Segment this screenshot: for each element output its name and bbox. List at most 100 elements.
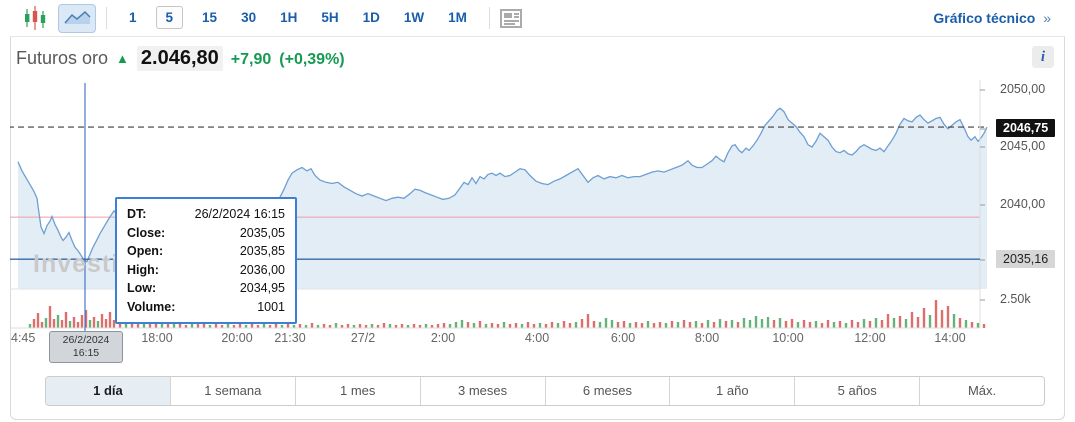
- interval-button-30[interactable]: 30: [241, 10, 257, 25]
- volume-bar: [718, 319, 722, 328]
- crosshair-price-badge: 2035,16: [996, 250, 1056, 268]
- volume-bar: [394, 325, 398, 328]
- period-tab-5-años[interactable]: 5 años: [795, 377, 921, 405]
- volume-bar: [568, 323, 572, 328]
- volume-bar: [44, 318, 48, 328]
- volume-bar: [388, 324, 392, 328]
- volume-bar: [76, 322, 80, 328]
- volume-bar: [898, 316, 902, 328]
- volume-bar: [226, 323, 230, 328]
- volume-bar: [628, 323, 632, 328]
- interval-button-1[interactable]: 1: [129, 10, 137, 25]
- interval-button-1H[interactable]: 1H: [280, 10, 298, 25]
- volume-bar: [538, 323, 542, 328]
- volume-bar: [652, 323, 656, 328]
- volume-bar: [754, 316, 758, 328]
- period-tab-3-meses[interactable]: 3 meses: [421, 377, 546, 405]
- volume-bar: [172, 324, 176, 328]
- period-tab-1-día[interactable]: 1 día: [46, 377, 171, 405]
- volume-bar: [592, 321, 596, 328]
- volume-bar: [460, 320, 464, 328]
- volume-bar: [580, 319, 584, 328]
- volume-bar: [934, 300, 938, 328]
- volume-bar: [466, 322, 470, 328]
- volume-bar: [760, 319, 764, 328]
- period-tab-1-mes[interactable]: 1 mes: [296, 377, 421, 405]
- period-tab-máx-[interactable]: Máx.: [967, 383, 997, 398]
- tooltip-label: DT:: [127, 207, 147, 221]
- volume-bar: [820, 323, 824, 328]
- price-axis-ticks: [980, 89, 985, 301]
- volume-bar: [148, 324, 152, 328]
- volume-bar: [352, 325, 356, 328]
- interval-button-1D[interactable]: 1D: [362, 10, 380, 25]
- volume-bar: [784, 321, 788, 328]
- tooltip-value: 2035,85: [239, 244, 285, 258]
- volume-bar: [574, 322, 578, 328]
- volume-bar: [808, 322, 812, 328]
- volume-bar: [442, 323, 446, 328]
- volume-bar: [646, 321, 650, 328]
- volume-bar: [268, 325, 272, 328]
- tooltip-value: 2034,95: [239, 281, 285, 295]
- volume-bar: [952, 314, 956, 328]
- time-axis-label: 6:00: [610, 331, 636, 345]
- interval-button-1W[interactable]: 1W: [403, 10, 425, 25]
- time-axis-label: 18:00: [141, 331, 173, 345]
- volume-bar: [892, 318, 896, 328]
- tooltip-row: Volume: 1001: [127, 298, 285, 317]
- volume-bar: [562, 321, 566, 328]
- toolbar-divider: [106, 7, 107, 29]
- volume-bar: [250, 324, 254, 328]
- price-axis-label: 2050,00: [1000, 82, 1046, 96]
- volume-bar: [424, 324, 428, 328]
- tooltip-row: High: 2036,00: [127, 261, 285, 280]
- time-axis-label: 10:00: [772, 331, 804, 345]
- interval-button-15[interactable]: 15: [202, 10, 218, 25]
- volume-bar: [160, 323, 164, 328]
- volume-bar: [682, 320, 686, 328]
- volume-bar: [910, 312, 914, 328]
- volume-bar: [60, 320, 64, 328]
- interval-button-1M[interactable]: 1M: [448, 10, 467, 25]
- volume-bar: [712, 322, 716, 328]
- area-chart-icon[interactable]: [58, 3, 96, 33]
- volume-bar: [202, 323, 206, 328]
- volume-bar: [328, 325, 332, 328]
- volume-bar: [454, 322, 458, 328]
- volume-bar: [220, 325, 224, 328]
- volume-bar: [688, 322, 692, 328]
- interval-button-5H[interactable]: 5H: [321, 10, 339, 25]
- volume-bar: [280, 325, 284, 328]
- period-tab-1-semana[interactable]: 1 semana: [171, 377, 296, 405]
- interval-button-5[interactable]: 5: [155, 6, 184, 29]
- candlestick-chart-icon[interactable]: [24, 5, 46, 31]
- volume-bar: [412, 324, 416, 328]
- technical-chart-link-label: Gráfico técnico: [933, 10, 1036, 26]
- volume-bar: [136, 323, 140, 328]
- chart-toolbar: 1 5 15 30 1H 5H 1D 1W 1M Gráfico técnico »: [10, 0, 1065, 37]
- toolbar-divider: [488, 7, 490, 29]
- time-axis-label: 12:00: [854, 331, 886, 345]
- volume-bar: [334, 323, 338, 328]
- volume-bar: [520, 324, 524, 328]
- news-panel-icon[interactable]: [499, 8, 522, 28]
- technical-chart-link[interactable]: Gráfico técnico »: [933, 10, 1051, 26]
- volume-bar: [96, 321, 100, 328]
- volume-bar: [958, 318, 962, 328]
- last-price-badge: 2046,75: [996, 119, 1056, 137]
- time-axis-label: 4:00: [524, 331, 550, 345]
- info-icon[interactable]: i: [1032, 46, 1054, 68]
- tooltip-label: Low:: [127, 281, 157, 295]
- period-tab-6-meses[interactable]: 6 meses: [546, 377, 671, 405]
- volume-bar: [916, 317, 920, 328]
- volume-bar: [142, 320, 146, 328]
- volume-bar: [478, 321, 482, 328]
- volume-bar: [964, 320, 968, 328]
- volume-bar: [316, 325, 320, 328]
- volume-bar: [970, 322, 974, 328]
- price-change-percent: (+0,39%): [279, 51, 345, 68]
- volume-bar: [766, 317, 770, 328]
- period-tab-1-año[interactable]: 1 año: [670, 377, 796, 405]
- volume-bar: [196, 324, 200, 328]
